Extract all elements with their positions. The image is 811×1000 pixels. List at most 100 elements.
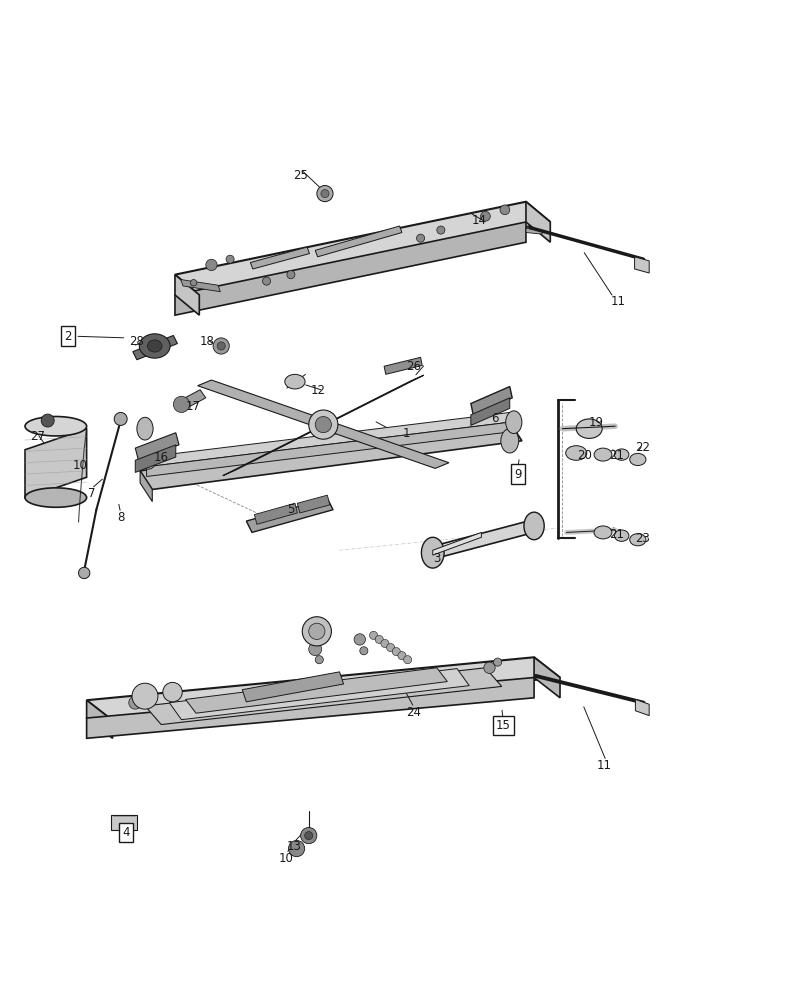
Circle shape <box>315 417 331 433</box>
Polygon shape <box>297 495 329 513</box>
Circle shape <box>163 682 182 702</box>
Circle shape <box>480 211 490 221</box>
Text: 9: 9 <box>513 468 521 481</box>
Text: 24: 24 <box>406 706 421 719</box>
Circle shape <box>369 631 377 639</box>
Polygon shape <box>197 380 448 468</box>
Polygon shape <box>135 445 175 472</box>
Ellipse shape <box>594 448 611 461</box>
Text: 28: 28 <box>129 335 144 348</box>
Ellipse shape <box>523 512 543 540</box>
Polygon shape <box>250 247 309 269</box>
Circle shape <box>403 656 411 664</box>
Circle shape <box>380 639 388 648</box>
Polygon shape <box>174 202 550 295</box>
Ellipse shape <box>629 534 645 546</box>
Text: 3: 3 <box>432 552 440 565</box>
Text: 14: 14 <box>471 214 486 227</box>
Text: 27: 27 <box>30 430 45 443</box>
Circle shape <box>304 832 312 840</box>
Polygon shape <box>242 672 343 702</box>
Circle shape <box>300 827 316 844</box>
Polygon shape <box>246 498 333 532</box>
Circle shape <box>320 190 328 198</box>
Text: 21: 21 <box>608 449 624 462</box>
Ellipse shape <box>421 537 444 568</box>
Circle shape <box>225 255 234 263</box>
Circle shape <box>129 696 142 709</box>
Polygon shape <box>222 375 423 476</box>
Circle shape <box>190 280 196 286</box>
Text: 16: 16 <box>153 451 169 464</box>
Text: 20: 20 <box>576 449 591 462</box>
Polygon shape <box>315 226 401 257</box>
Polygon shape <box>175 390 205 411</box>
Polygon shape <box>432 519 534 559</box>
Polygon shape <box>111 815 137 830</box>
Circle shape <box>139 692 148 700</box>
Circle shape <box>288 840 304 857</box>
Polygon shape <box>140 422 521 489</box>
Text: 17: 17 <box>186 400 201 413</box>
Circle shape <box>375 635 383 643</box>
Polygon shape <box>526 202 550 242</box>
Circle shape <box>315 656 323 664</box>
Circle shape <box>316 185 333 202</box>
Text: 19: 19 <box>588 416 603 429</box>
Circle shape <box>308 643 321 656</box>
Polygon shape <box>470 387 512 415</box>
Circle shape <box>483 662 495 673</box>
Text: 5: 5 <box>287 503 294 516</box>
Text: 10: 10 <box>73 459 88 472</box>
Text: 6: 6 <box>491 412 498 425</box>
Text: 12: 12 <box>311 384 325 397</box>
Ellipse shape <box>565 446 586 460</box>
Text: 11: 11 <box>596 759 611 772</box>
Text: 23: 23 <box>634 532 650 545</box>
Polygon shape <box>534 657 560 698</box>
Polygon shape <box>25 429 87 498</box>
Circle shape <box>308 410 337 439</box>
Ellipse shape <box>500 429 518 453</box>
Text: 4: 4 <box>122 826 130 839</box>
Polygon shape <box>470 398 509 425</box>
Ellipse shape <box>614 530 629 541</box>
Polygon shape <box>254 503 297 524</box>
Text: 25: 25 <box>293 169 307 182</box>
Text: 15: 15 <box>496 719 510 732</box>
Polygon shape <box>635 699 648 716</box>
Polygon shape <box>147 412 509 467</box>
Text: 13: 13 <box>286 840 301 853</box>
Ellipse shape <box>505 411 521 434</box>
Ellipse shape <box>137 417 153 440</box>
Polygon shape <box>87 700 113 738</box>
Polygon shape <box>526 228 542 234</box>
Circle shape <box>132 683 158 709</box>
Text: 26: 26 <box>406 360 421 373</box>
Text: 7: 7 <box>88 487 95 500</box>
Polygon shape <box>180 280 220 292</box>
Circle shape <box>302 617 331 646</box>
Circle shape <box>493 658 501 666</box>
Ellipse shape <box>614 449 629 460</box>
Circle shape <box>286 271 294 279</box>
Ellipse shape <box>139 445 157 469</box>
Circle shape <box>308 623 324 639</box>
Ellipse shape <box>629 453 645 466</box>
Ellipse shape <box>25 488 87 507</box>
Polygon shape <box>634 257 648 273</box>
Text: 21: 21 <box>608 528 624 541</box>
Polygon shape <box>87 657 560 720</box>
Ellipse shape <box>576 419 602 438</box>
Polygon shape <box>87 678 534 738</box>
Ellipse shape <box>594 526 611 539</box>
Circle shape <box>500 205 509 215</box>
Circle shape <box>354 634 365 645</box>
Circle shape <box>205 259 217 271</box>
Polygon shape <box>145 668 501 725</box>
Text: 10: 10 <box>278 852 293 865</box>
Text: 22: 22 <box>634 441 650 454</box>
Text: 1: 1 <box>401 427 410 440</box>
Polygon shape <box>169 669 469 720</box>
Polygon shape <box>432 532 481 555</box>
